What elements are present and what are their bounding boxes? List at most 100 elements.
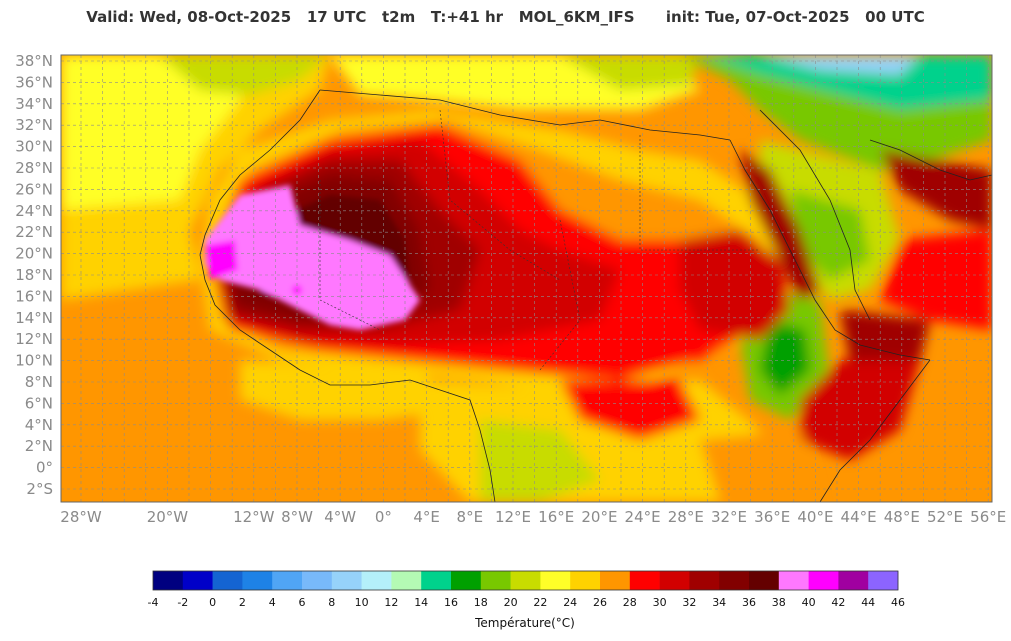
borders [319, 109, 760, 371]
field-turkey-cool [700, 55, 992, 110]
lon-label: 28°W [60, 508, 102, 526]
colorbar-tick-label: 12 [384, 596, 398, 609]
colorbar-tick-label: 36 [742, 596, 756, 609]
colorbar-tick-label: 38 [772, 596, 786, 609]
colorbar-swatch [212, 571, 243, 590]
colorbar-swatch [808, 571, 839, 590]
lon-label: 44°E [841, 508, 877, 526]
lat-label: 34°N [15, 95, 53, 113]
colorbar-swatch [242, 571, 273, 590]
longitude-labels: 28°W 20°W 12°W 8°W 4°W 0° 4°E 8°E 12°E 16°E 20°E 24… [60, 508, 1006, 526]
lat-label: 26°N [15, 180, 53, 198]
colorbar-title: Température(°C) [474, 616, 575, 630]
lon-label: 24°E [625, 508, 661, 526]
lat-label: 32°N [15, 116, 53, 134]
lon-label: 48°E [884, 508, 920, 526]
lon-label: 8°W [281, 508, 313, 526]
coast-red-sea-west [729, 139, 931, 361]
colorbar-tick-label: 10 [355, 596, 369, 609]
colorbar-swatch [540, 571, 571, 590]
lat-label: 30°N [15, 138, 53, 156]
lon-label: 40°E [797, 508, 833, 526]
colorbar-tick-label: 26 [593, 596, 607, 609]
coast-red-sea-east [759, 109, 871, 321]
colorbar-tick-label: 14 [414, 596, 428, 609]
colorbar-tick-label: 22 [533, 596, 547, 609]
lon-label: 56°E [970, 508, 1006, 526]
lat-label: 12°N [15, 330, 53, 348]
colorbar-swatch [600, 571, 631, 590]
colorbar-tick-label: 40 [802, 596, 816, 609]
colorbar-swatch [719, 571, 750, 590]
lat-label: 36°N [15, 73, 53, 91]
field-red-sea [740, 150, 820, 300]
lat-label: 24°N [15, 202, 53, 220]
border-mali [319, 180, 381, 331]
colorbar [152, 570, 899, 591]
colorbar-tick-label: 16 [444, 596, 458, 609]
lat-label: 28°N [15, 159, 53, 177]
lon-label: 8°E [457, 508, 484, 526]
lat-label: 18°N [15, 266, 53, 284]
lat-label: 6°N [25, 394, 53, 412]
field-oman [880, 230, 992, 330]
coastlines [199, 89, 992, 502]
graticule [61, 55, 992, 502]
colorbar-swatch [451, 571, 482, 590]
lon-label: 52°E [927, 508, 963, 526]
lat-label: 4°N [25, 416, 53, 434]
lon-label: 4°E [413, 508, 440, 526]
colorbar-tick-label: 2 [239, 596, 246, 609]
chart-title: Valid: Wed, 08-Oct-2025 17 UTC t2m T:+41… [86, 8, 925, 26]
lon-label: 20°W [147, 508, 189, 526]
lon-label: 0° [375, 508, 392, 526]
colorbar-swatch [838, 571, 869, 590]
lat-label: 8°N [25, 373, 53, 391]
field-iberia-green [160, 55, 330, 95]
field-magenta-40 [205, 240, 238, 280]
lat-label: 10°N [15, 352, 53, 370]
lon-label: 4°W [324, 508, 356, 526]
field-atlantic-mild [61, 55, 250, 210]
colorbar-swatch [629, 571, 660, 590]
colorbar-tick-label: 42 [831, 596, 845, 609]
field-sudan-hot [680, 230, 790, 340]
colorbar-swatch [749, 571, 780, 590]
border-algeria-libya [439, 109, 561, 281]
field-gulf-hot [880, 150, 992, 230]
lon-label: 12°W [233, 508, 275, 526]
colorbar-swatch [302, 571, 333, 590]
field-med-east [560, 55, 700, 90]
colorbar-swatch [272, 571, 303, 590]
lat-label: 14°N [15, 309, 53, 327]
coast-horn [819, 359, 931, 502]
colorbar-tick-label: 32 [682, 596, 696, 609]
coast-west-africa [199, 89, 496, 502]
colorbar-frame [152, 570, 899, 591]
colorbar-swatch [153, 571, 184, 590]
border-chad [539, 219, 581, 371]
lon-label: 28°E [668, 508, 704, 526]
colorbar-tick-label: 44 [861, 596, 875, 609]
colorbar-swatch [361, 571, 392, 590]
lat-label: 38°N [15, 52, 53, 70]
colorbar-swatch [391, 571, 422, 590]
latitude-labels: 38°N 36°N 34°N 32°N 30°N 28°N 26°N 24°N 22°N 20°N… [15, 52, 53, 498]
lon-label: 12°E [495, 508, 531, 526]
field-gulf-aden [840, 310, 930, 360]
colorbar-tick-label: 28 [623, 596, 637, 609]
colorbar-swatch [510, 571, 541, 590]
field-pink-38 [205, 185, 420, 330]
lat-label: 20°N [15, 245, 53, 263]
colorbar-tick-label: 30 [653, 596, 667, 609]
temperature-field [61, 55, 992, 502]
colorbar-tick-label: 20 [504, 596, 518, 609]
coast-gulf [869, 139, 992, 181]
colorbar-swatch [778, 571, 809, 590]
colorbar-swatch [331, 571, 362, 590]
colorbar-tick-label: 6 [299, 596, 306, 609]
lon-label: 20°E [581, 508, 617, 526]
colorbar-tick-label: 0 [209, 596, 216, 609]
lon-label: 32°E [711, 508, 747, 526]
